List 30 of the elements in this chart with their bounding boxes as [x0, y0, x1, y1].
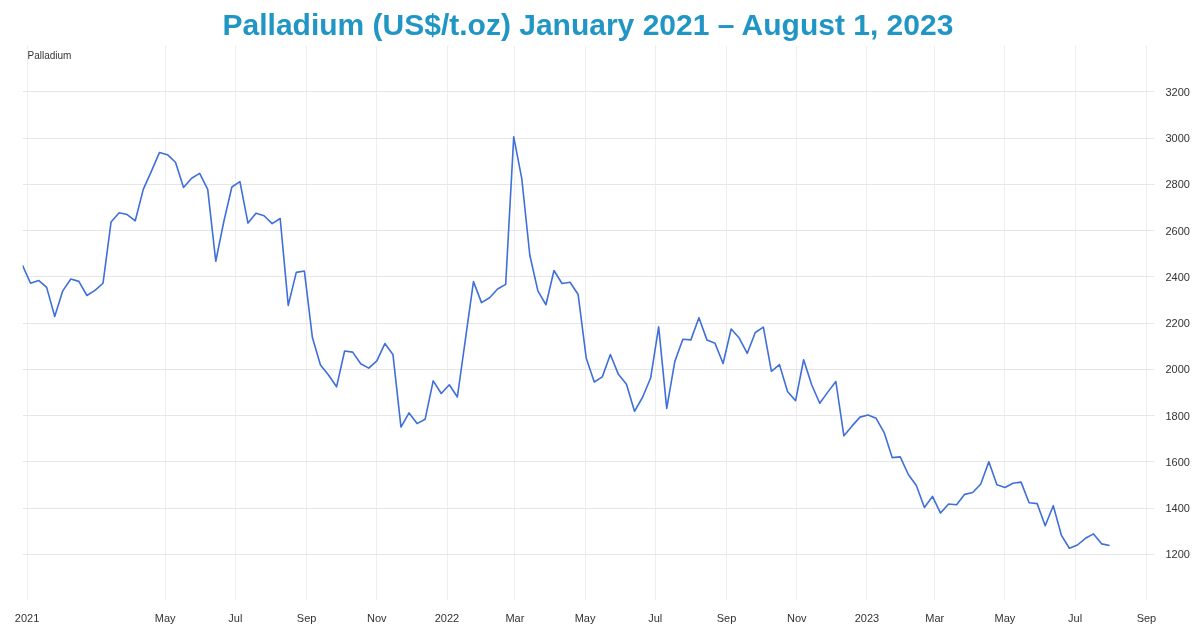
text: Palladium — [27, 49, 72, 61]
x-tick-label: Jul — [1068, 611, 1083, 624]
y-tick-label: 1400 — [1165, 502, 1190, 514]
y-tick-label: 3200 — [1165, 85, 1190, 98]
x-tick-label: May — [574, 611, 596, 624]
line-series — [22, 136, 1111, 550]
x-tick-label: Nov — [786, 611, 807, 624]
x-tick-label: 2022 — [434, 611, 460, 624]
x-tick-label: 2021 — [14, 611, 40, 624]
x-tick-label: Mar — [505, 611, 525, 624]
y-tick-label: 2200 — [1165, 317, 1190, 329]
x-tick-label: 2023 — [854, 611, 880, 624]
x-tick-label: Mar — [925, 611, 945, 624]
y-tick-label: 2600 — [1165, 224, 1190, 237]
x-tick-label: May — [994, 611, 1016, 624]
x-tick-label: Jul — [228, 611, 243, 624]
y-tick-label: 2800 — [1165, 178, 1190, 191]
y-tick-label: 2400 — [1165, 270, 1190, 283]
x-tick-label: Nov — [367, 611, 388, 624]
x-tick-label: May — [154, 611, 177, 624]
x-tick-label: Sep — [296, 611, 317, 624]
chart-title: Palladium (US$/t.oz) January 2021 – August 1, 2023 — [222, 7, 954, 41]
x-tick-label: Sep — [1136, 611, 1157, 624]
y-tick-label: 2000 — [1165, 363, 1190, 376]
y-tick-label: 3000 — [1165, 132, 1190, 144]
y-tick-label: 1600 — [1165, 455, 1190, 468]
x-tick-label: Sep — [716, 611, 737, 624]
y-tick-label: 1800 — [1165, 409, 1190, 422]
x-tick-label: Jul — [648, 611, 663, 624]
y-tick-label: 1200 — [1165, 548, 1190, 561]
